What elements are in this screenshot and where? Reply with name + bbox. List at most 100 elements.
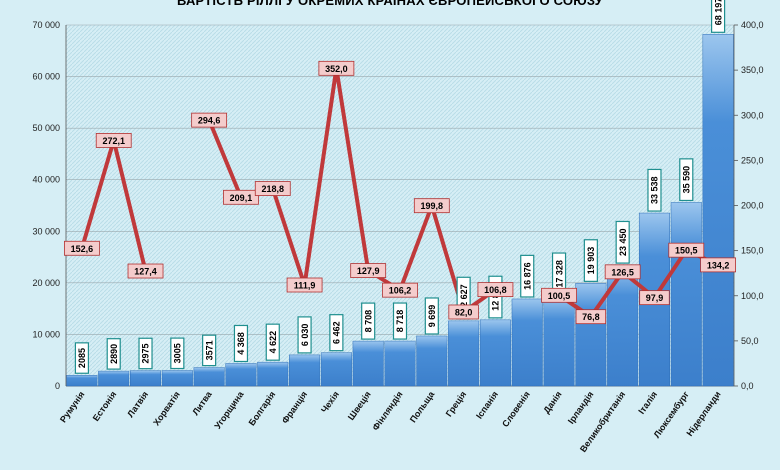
bar-value-box — [233, 324, 249, 363]
line-value-box — [541, 287, 577, 303]
bar — [98, 370, 130, 387]
bar-value-text: 12 627 — [459, 284, 469, 312]
line-value-box — [639, 290, 670, 306]
category-label: Італія — [636, 389, 659, 416]
bar — [320, 352, 352, 387]
y-right-tick-label: 100,0 — [741, 291, 764, 301]
bar — [448, 320, 480, 387]
line-value-box — [350, 263, 387, 278]
line-value-box — [191, 112, 228, 128]
bar-value-box — [265, 323, 280, 361]
y-left-tick-label: 60 000 — [32, 72, 60, 82]
bar — [289, 354, 321, 387]
line-value-box — [64, 240, 100, 256]
bar — [416, 335, 448, 387]
bar — [607, 264, 639, 387]
line-value-label: 127,4 — [134, 267, 157, 277]
bar-value-text: 2975 — [141, 343, 151, 363]
bar-value-label: 2890 — [106, 338, 121, 370]
line-value-box — [382, 282, 418, 298]
line-value-label: 150,5 — [675, 246, 698, 256]
line-value-box — [95, 133, 132, 148]
bar-value-text: 35 590 — [681, 166, 691, 194]
bar-value-label: 9 699 — [424, 297, 439, 335]
bar — [543, 296, 575, 387]
line-value-label: 111,9 — [294, 281, 316, 291]
y-left-tick-label: 50 000 — [32, 123, 60, 133]
bar-value-text: 16 876 — [522, 262, 532, 290]
bar-value-text: 23 450 — [618, 228, 628, 256]
y-right-tick-label: 250,0 — [741, 155, 764, 165]
bar-value-label: 2975 — [138, 337, 153, 370]
category-label: Словенія — [500, 389, 532, 428]
y-left-tick-label: 30 000 — [32, 226, 60, 236]
line-value-label: 106,2 — [389, 286, 412, 296]
line-value-box — [286, 277, 323, 293]
category-label: Нідерланди — [684, 389, 722, 438]
bar-value-label: 35 590 — [679, 158, 694, 202]
bar — [670, 202, 702, 387]
bar-value-text: 2085 — [77, 348, 87, 368]
line-value-box — [604, 264, 641, 280]
bar-value-text: 2890 — [109, 344, 119, 364]
line-value-box — [254, 181, 291, 196]
y-left-tick-label: 70 000 — [32, 20, 60, 30]
bar-value-box — [361, 302, 376, 340]
bar — [161, 370, 193, 387]
bar-value-box — [583, 239, 598, 282]
bar-value-box — [679, 158, 694, 202]
category-label: Фінляндія — [370, 389, 404, 432]
bar-value-text: 4 622 — [268, 331, 278, 354]
bar-value-box — [710, 0, 726, 33]
bar-value-label: 23 450 — [615, 220, 630, 264]
bar-value-text: 3571 — [204, 340, 214, 360]
bar-value-label: 3571 — [202, 334, 217, 367]
bar — [702, 34, 734, 387]
line-value-label: 100,5 — [548, 291, 571, 301]
line-value-label: 294,6 — [198, 116, 221, 126]
line-value-label: 152,6 — [71, 244, 94, 254]
bar — [66, 374, 98, 387]
line-value-label: 82,0 — [455, 307, 473, 317]
bar-value-label: 4 622 — [265, 323, 280, 361]
bar-value-label: 4 368 — [233, 324, 249, 363]
category-label: Латвія — [125, 389, 150, 419]
bar-value-text: 8 708 — [363, 310, 373, 333]
line-value-box — [700, 257, 736, 273]
bar-value-text: 19 903 — [586, 247, 596, 275]
category-label: Болгарія — [247, 389, 278, 427]
y-right-tick-label: 300,0 — [741, 110, 764, 120]
bar-value-box — [106, 338, 121, 370]
bar-value-box — [297, 316, 312, 354]
category-label: Греція — [444, 389, 469, 418]
bar-value-label: 6 462 — [329, 314, 344, 352]
bar-value-box — [138, 337, 153, 370]
line-value-label: 218,8 — [261, 184, 284, 194]
bar-value-text: 4 368 — [236, 332, 246, 355]
line-value-label: 127,9 — [357, 266, 380, 276]
y-right-tick-label: 350,0 — [741, 65, 764, 75]
line-value-box — [318, 60, 355, 76]
bar — [193, 367, 225, 387]
category-label: Литва — [190, 389, 214, 417]
category-label: Іспанія — [474, 389, 500, 420]
y-right-tick-label: 150,0 — [741, 246, 764, 256]
bar-value-text: 33 538 — [650, 176, 660, 204]
bar-value-label: 17 328 — [551, 252, 567, 296]
category-label: Польща — [408, 389, 437, 425]
category-label: Хорватія — [151, 389, 182, 427]
line-value-label: 199,8 — [421, 201, 444, 211]
line-value-label: 106,8 — [484, 285, 507, 295]
line-value-box — [127, 263, 164, 279]
line-value-box — [413, 198, 450, 214]
bar-value-text: 9 699 — [427, 305, 437, 328]
category-label: Угорщина — [212, 389, 246, 431]
line-value-label: 134,2 — [707, 260, 730, 270]
bar — [479, 319, 511, 387]
bar-value-box — [520, 254, 535, 298]
category-label: Данія — [541, 389, 563, 415]
line-value-label: 352,0 — [325, 64, 348, 74]
bar — [511, 298, 543, 387]
